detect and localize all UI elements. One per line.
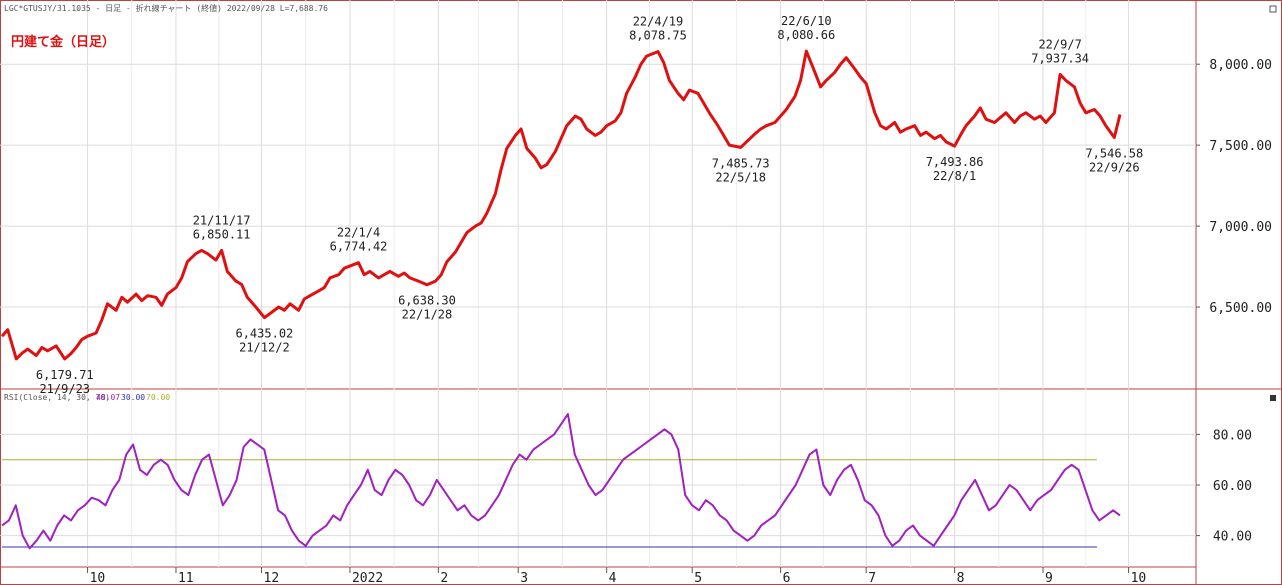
price-series [0, 49, 1122, 361]
date-tick-label: 7 [868, 571, 876, 585]
date-tick-label: 3 [520, 571, 528, 585]
date-tick-label: 6 [783, 571, 791, 585]
price-tick-label: 8,000.00 [1209, 58, 1272, 73]
rsi-title: RSI(Close, 14, 30, 70) [4, 393, 110, 402]
annotation-value: 7,493.86 [926, 155, 984, 169]
annotation-date: 22/8/1 [933, 169, 976, 183]
price-tick-label: 6,500.00 [1209, 301, 1272, 316]
rsi-gridlines [0, 389, 1196, 567]
price-annotation: 22/4/198,078.75 [629, 14, 687, 42]
annotation-date: 22/5/18 [715, 170, 766, 184]
annotation-date: 22/1/4 [337, 226, 380, 240]
price-axis: 6,500.00 7,000.00 7,500.00 8,000.00 [1196, 58, 1272, 316]
chart-title: 円建て金（日足） [11, 34, 115, 50]
rsi-legend-upper: 70.00 [146, 393, 170, 402]
annotation-date: 21/11/17 [193, 213, 251, 227]
annotation-value: 6,638.30 [398, 294, 456, 308]
price-tick-label: 7,000.00 [1209, 220, 1272, 235]
price-gridlines [0, 0, 1196, 389]
price-line [0, 49, 1122, 361]
annotation-value: 7,937.34 [1031, 51, 1089, 65]
date-tick-label: 10 [1131, 571, 1147, 585]
annotation-date: 22/4/19 [633, 14, 684, 28]
annotation-date: 22/9/26 [1089, 161, 1140, 175]
rsi-panel-toggle[interactable] [1270, 395, 1276, 401]
rsi-levels [2, 459, 1097, 548]
date-tick-label: 4 [609, 571, 617, 585]
annotation-value: 8,080.66 [777, 28, 835, 42]
annotation-value: 7,485.73 [712, 156, 770, 170]
annotation-date: 22/9/7 [1038, 37, 1081, 51]
price-annotation: 21/11/176,850.11 [193, 213, 251, 241]
date-tick-label: 10 [90, 571, 106, 585]
chart-info-line: LGC*GTUSJY/31.1035 - 日足 - 折れ線チャート (終値) 2… [4, 3, 328, 13]
price-tick-label: 7,500.00 [1209, 139, 1272, 154]
price-annotation: 22/6/108,080.66 [777, 14, 835, 42]
annotation-date: 21/12/2 [239, 341, 290, 355]
annotation-date: 22/1/28 [402, 308, 453, 322]
rsi-legend-lower: 30.00 [121, 393, 145, 402]
annotation-date: 22/6/10 [781, 14, 832, 28]
date-tick-label: 5 [694, 571, 702, 585]
rsi-tick-label: 80.00 [1213, 428, 1252, 443]
date-tick-label: 2022 [352, 571, 383, 585]
annotation-value: 6,179.71 [36, 368, 94, 382]
rsi-axis: 40.00 60.00 80.00 [1196, 428, 1252, 545]
rsi-tick-label: 60.00 [1213, 479, 1252, 494]
price-annotations: 6,179.7121/9/2321/11/176,850.116,435.022… [36, 14, 1143, 396]
rsi-legend-value: 48.07 [96, 393, 120, 402]
annotation-value: 7,546.58 [1085, 147, 1143, 161]
rsi-series [1, 413, 1121, 550]
date-tick-label: 12 [264, 571, 280, 585]
price-annotation: 22/9/77,937.34 [1031, 37, 1089, 65]
date-tick-label: 8 [957, 571, 965, 585]
annotation-date: 21/9/23 [39, 382, 90, 396]
date-axis: 10 11 12 2022 2 3 4 5 6 7 8 9 10 [87, 567, 1147, 585]
date-tick-label: 11 [178, 571, 194, 585]
date-tick-label: 9 [1045, 571, 1053, 585]
annotation-value: 6,774.42 [330, 240, 388, 254]
price-annotation: 22/1/46,774.42 [330, 226, 388, 254]
price-panel-toggle[interactable] [1269, 5, 1277, 13]
rsi-line [1, 413, 1121, 550]
date-tick-label: 2 [440, 571, 448, 585]
annotation-value: 6,850.11 [193, 227, 251, 241]
annotation-value: 8,078.75 [629, 28, 687, 42]
rsi-tick-label: 40.00 [1213, 530, 1252, 545]
annotation-value: 6,435.02 [235, 327, 293, 341]
